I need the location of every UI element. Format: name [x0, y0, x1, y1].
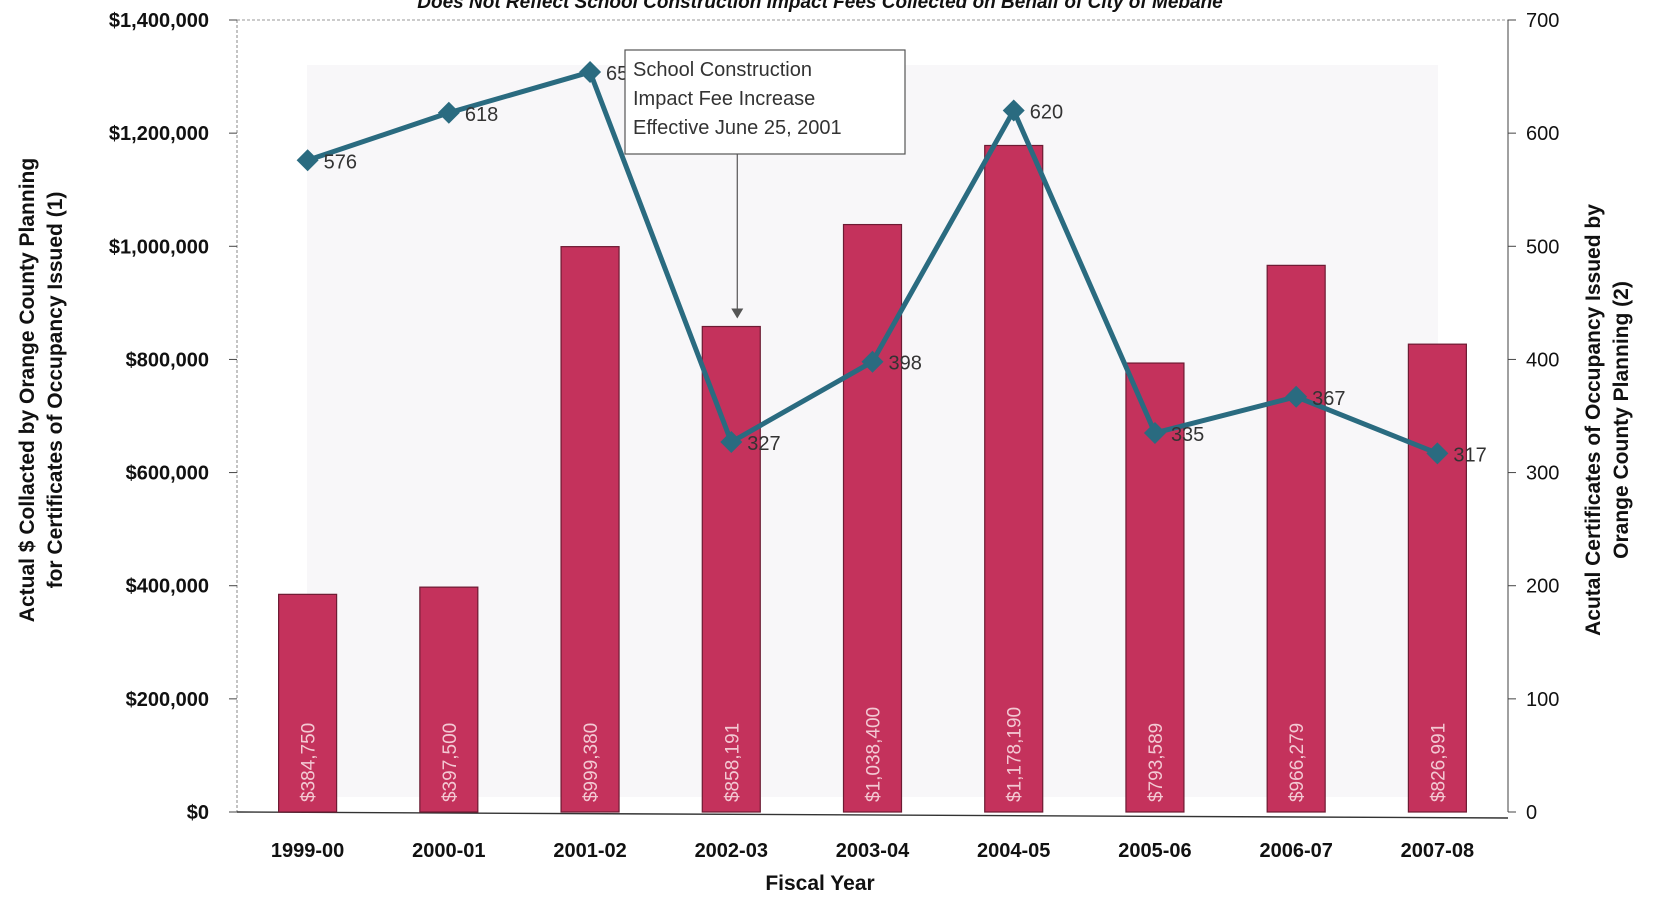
x-tick-label: 2005-06	[1118, 840, 1191, 862]
line-point	[1426, 442, 1449, 465]
line-point	[296, 149, 319, 172]
y-left-tick-label: $800,000	[126, 349, 209, 371]
plot-frame	[236, 19, 1509, 819]
y-right-tick-label: 500	[1526, 236, 1559, 258]
annotation: School Construction Impact Fee Increase Ef…	[624, 49, 906, 319]
y-left-tick-label: $0	[187, 802, 209, 824]
bar-value-label: $858,191	[722, 723, 743, 802]
chart-subtitle: Does Not Reflect School Construction Imp…	[417, 0, 1223, 13]
line-point	[579, 61, 602, 84]
line-point	[861, 350, 884, 373]
y-axis-left-title-line2: for Certificates of Occupancy Issued (1)	[44, 192, 67, 589]
bar	[1407, 343, 1467, 813]
bar-labels: $384,750 $397,500 $999,380 $858,191 $1,038,4…	[299, 707, 1450, 802]
x-tick-label: 2002-03	[695, 840, 768, 862]
y-right-tick-label: 700	[1526, 10, 1559, 32]
bar-value-label: $397,500	[440, 723, 461, 802]
y-left-tick-label: $1,200,000	[109, 123, 209, 145]
line-point-label: 576	[324, 151, 357, 173]
line-point-label: 327	[747, 433, 780, 455]
y-axis-left-title-line1: Actual $ Collacted by Orange County Plan…	[16, 158, 39, 622]
x-tick-label: 2006-07	[1259, 840, 1332, 862]
y-right-tick-label: 600	[1526, 123, 1559, 145]
line-point	[1143, 421, 1166, 444]
bar-value-label: $1,038,400	[864, 707, 885, 802]
x-tick-label: 1999-00	[271, 840, 344, 862]
bar	[560, 246, 620, 813]
y-left-tick-label: $200,000	[126, 689, 209, 711]
x-axis-line	[236, 811, 1509, 819]
bar-series	[278, 144, 1467, 813]
bar-value-label: $1,178,190	[1005, 707, 1026, 802]
y-right-tick-label: 400	[1526, 349, 1559, 371]
line-point-label: 335	[1171, 424, 1204, 446]
line-point-label: 398	[889, 353, 922, 375]
bar	[984, 144, 1044, 813]
bar-value-label: $384,750	[299, 723, 320, 802]
y-axis-right-title-line1: Acutal Certificates of Occupancy Issued …	[1582, 204, 1605, 636]
line-point	[437, 101, 460, 124]
annotation-text: Effective June 25, 2001	[633, 117, 842, 139]
bar	[1266, 264, 1326, 813]
bar	[419, 586, 479, 813]
line-point-label: 367	[1312, 388, 1345, 410]
y-left-tick-label: $400,000	[126, 576, 209, 598]
y-right-tick-label: 100	[1526, 689, 1559, 711]
line-point	[1002, 99, 1025, 122]
x-axis-title: Fiscal Year	[765, 872, 874, 895]
line-point	[720, 431, 743, 454]
line-point-label: 618	[465, 104, 498, 126]
x-tick-label: 2000-01	[412, 840, 485, 862]
x-tick-label: 2007-08	[1401, 840, 1474, 862]
line-point-label: 317	[1453, 444, 1486, 466]
y-axis-right-title-line2: Orange County Planning (2)	[1610, 281, 1633, 559]
y-right-tick-label: 300	[1526, 463, 1559, 485]
x-axis: 1999-00 2000-01 2001-02 2002-03 2003-04 2004-…	[271, 840, 1474, 862]
line-point	[1285, 385, 1308, 408]
y-axis-right: 0 100 200 300 400 500 600 700	[1508, 10, 1559, 824]
bar-value-label: $826,991	[1428, 723, 1449, 802]
bar-value-label: $966,279	[1287, 723, 1308, 802]
bar-value-label: $793,589	[1146, 723, 1167, 802]
annotation-arrow-head	[731, 308, 744, 319]
x-tick-label: 2003-04	[836, 840, 910, 862]
y-left-tick-label: $1,400,000	[109, 10, 209, 32]
y-right-tick-label: 200	[1526, 576, 1559, 598]
y-axis-left: $0 $200,000 $400,000 $600,000 $800,000 $1,000…	[109, 10, 237, 824]
annotation-box	[624, 49, 906, 155]
bar	[701, 325, 761, 813]
y-left-tick-label: $1,000,000	[109, 236, 209, 258]
y-right-tick-label: 0	[1526, 802, 1537, 824]
y-left-tick-label: $600,000	[126, 463, 209, 485]
bar	[278, 593, 338, 813]
annotation-text: Impact Fee Increase	[633, 88, 815, 110]
x-tick-label: 2004-05	[977, 840, 1050, 862]
bar-value-label: $999,380	[581, 723, 602, 802]
annotation-text: School Construction	[633, 59, 812, 81]
x-tick-label: 2001-02	[553, 840, 626, 862]
line-point-label: 620	[1030, 102, 1063, 124]
